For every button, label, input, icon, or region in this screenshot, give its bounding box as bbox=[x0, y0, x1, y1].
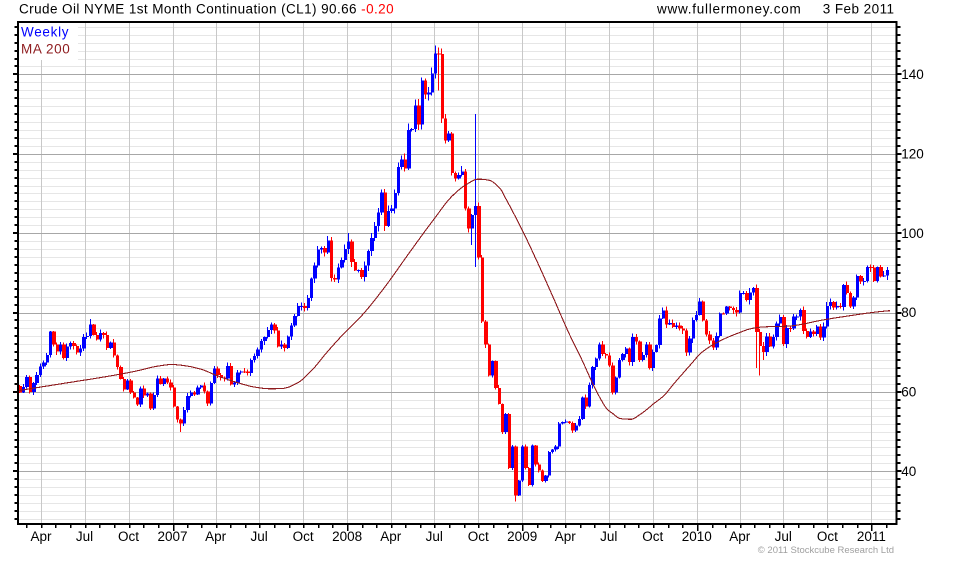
svg-text:2008: 2008 bbox=[332, 529, 362, 544]
svg-text:Oct: Oct bbox=[642, 529, 663, 544]
svg-text:www.fullermoney.com: www.fullermoney.com bbox=[656, 2, 802, 17]
svg-text:100: 100 bbox=[901, 226, 924, 241]
svg-text:Jul: Jul bbox=[600, 529, 617, 544]
svg-text:Oct: Oct bbox=[293, 529, 314, 544]
svg-text:60: 60 bbox=[901, 385, 916, 400]
svg-text:3 Feb 2011: 3 Feb 2011 bbox=[823, 2, 895, 17]
svg-text:140: 140 bbox=[901, 67, 924, 82]
svg-text:Jul: Jul bbox=[250, 529, 267, 544]
svg-text:120: 120 bbox=[901, 147, 924, 162]
svg-text:© 2011 Stockcube Research Ltd: © 2011 Stockcube Research Ltd bbox=[758, 545, 894, 556]
svg-text:Weekly: Weekly bbox=[21, 25, 69, 40]
svg-text:2010: 2010 bbox=[682, 529, 712, 544]
svg-text:2009: 2009 bbox=[507, 529, 537, 544]
svg-text:Jul: Jul bbox=[775, 529, 792, 544]
svg-text:Oct: Oct bbox=[817, 529, 838, 544]
svg-text:Oct: Oct bbox=[468, 529, 489, 544]
svg-text:40: 40 bbox=[901, 464, 916, 479]
svg-text:80: 80 bbox=[901, 305, 916, 320]
svg-text:Jul: Jul bbox=[426, 529, 443, 544]
svg-text:2011: 2011 bbox=[857, 529, 886, 544]
svg-text:Apr: Apr bbox=[205, 529, 227, 544]
svg-text:Apr: Apr bbox=[555, 529, 577, 544]
svg-text:Jul: Jul bbox=[76, 529, 93, 544]
svg-text:Crude Oil NYME 1st Month Conti: Crude Oil NYME 1st Month Continuation (C… bbox=[19, 2, 394, 17]
svg-text:Apr: Apr bbox=[729, 529, 751, 544]
svg-text:MA 200: MA 200 bbox=[21, 42, 70, 57]
svg-text:2007: 2007 bbox=[157, 529, 187, 544]
svg-text:Apr: Apr bbox=[380, 529, 402, 544]
svg-text:Oct: Oct bbox=[118, 529, 139, 544]
svg-text:Apr: Apr bbox=[30, 529, 52, 544]
